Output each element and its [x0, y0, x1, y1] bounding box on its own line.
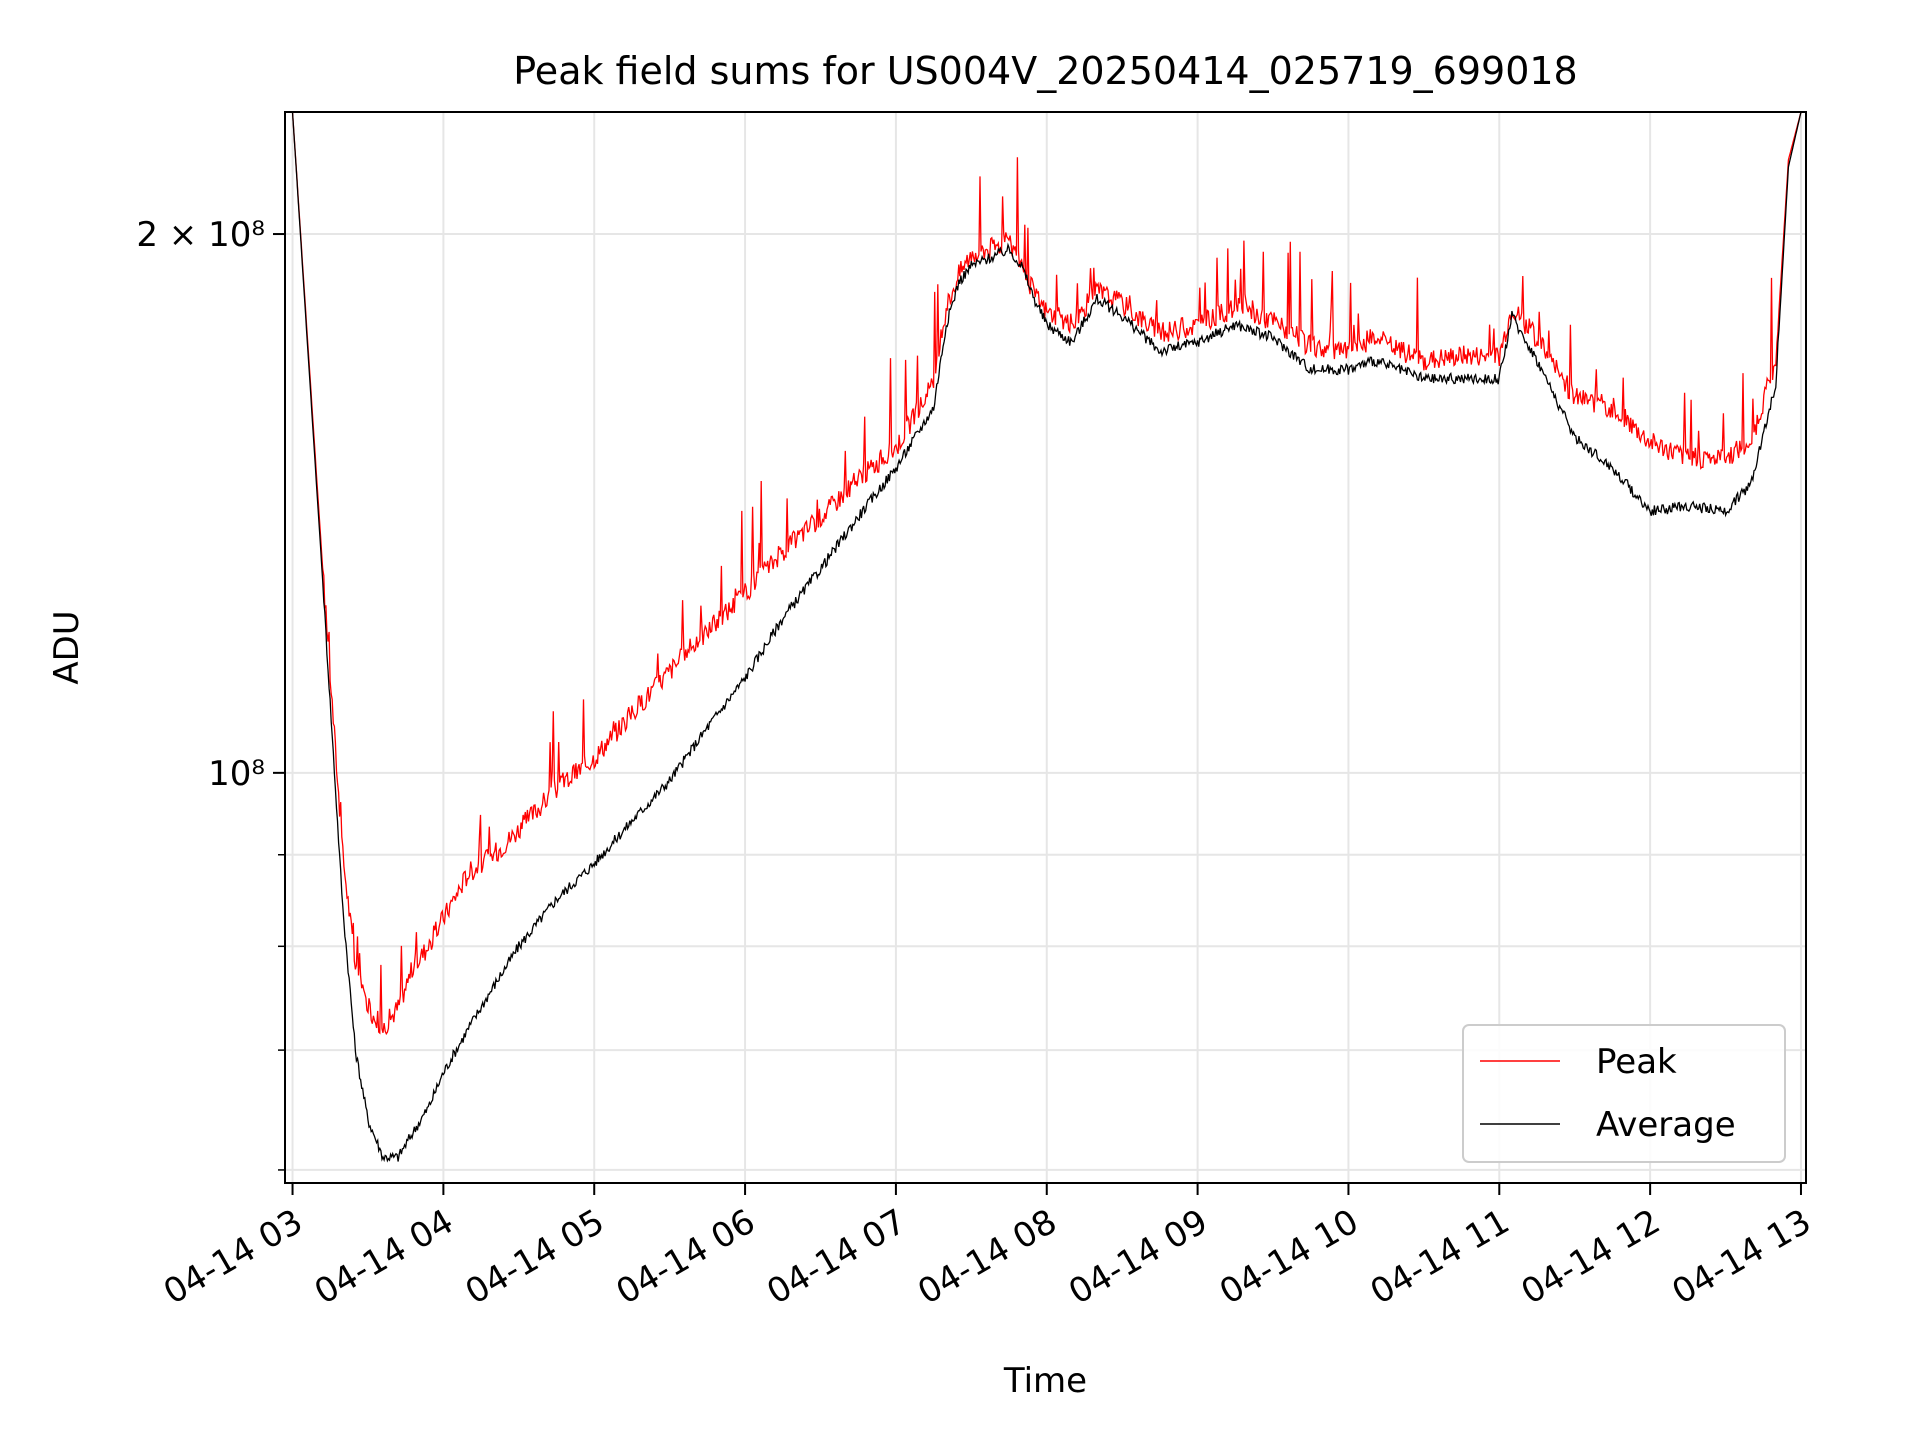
- x-tick-label: 04-14 12: [1515, 1202, 1667, 1313]
- series-line-peak: [291, 112, 1802, 1036]
- grid-lines: [285, 112, 1806, 1183]
- series-lines: [291, 112, 1802, 1163]
- chart-title: Peak field sums for US004V_20250414_0257…: [513, 49, 1577, 93]
- x-tick-label: 04-14 08: [911, 1202, 1063, 1313]
- x-axis-label: Time: [1003, 1361, 1087, 1401]
- legend-label-peak: Peak: [1596, 1042, 1677, 1082]
- y-tick-label: 2 × 10⁸: [136, 215, 265, 255]
- legend: Peak Average: [1462, 1024, 1786, 1163]
- y-axis-label: ADU: [47, 610, 87, 684]
- x-tick-label: 04-14 11: [1364, 1202, 1516, 1313]
- plot-frame: [284, 111, 1807, 1184]
- y-tick-label: 10⁸: [208, 754, 265, 794]
- x-tick-label: 04-14 04: [308, 1202, 460, 1313]
- x-tick-label: 04-14 03: [157, 1202, 309, 1313]
- x-tick-label: 04-14 09: [1062, 1202, 1214, 1313]
- x-tick-label: 04-14 06: [610, 1202, 762, 1313]
- series-line-average: [291, 112, 1802, 1163]
- legend-box: [1462, 1024, 1786, 1163]
- x-tick-label: 04-14 07: [760, 1202, 912, 1313]
- x-tick-label: 04-14 13: [1665, 1202, 1817, 1313]
- legend-label-average: Average: [1596, 1105, 1736, 1145]
- x-tick-label: 04-14 10: [1213, 1202, 1365, 1313]
- x-tick-label: 04-14 05: [459, 1202, 611, 1313]
